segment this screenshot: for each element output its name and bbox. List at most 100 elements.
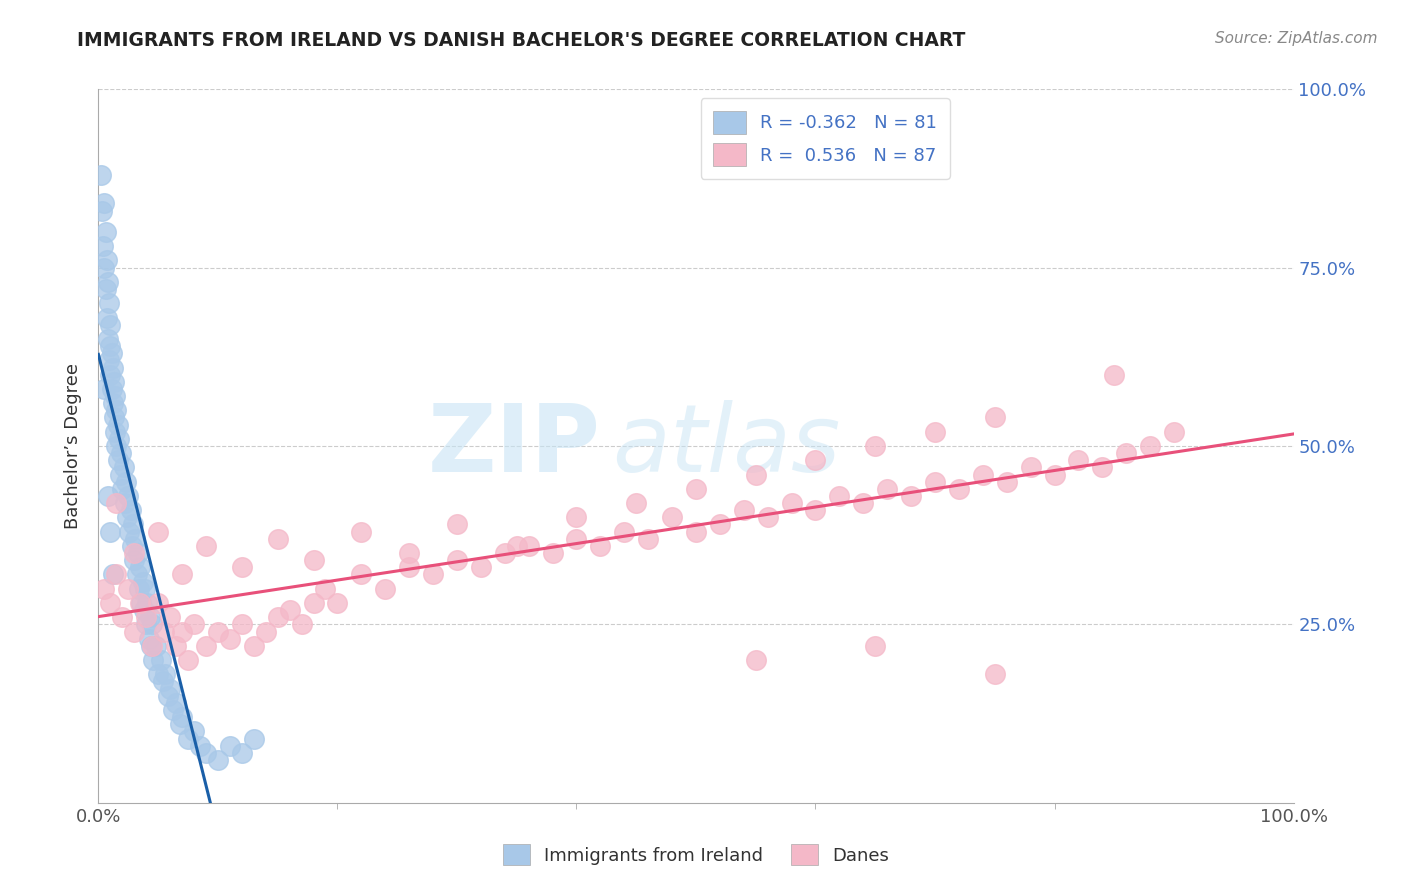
Point	[852, 496, 875, 510]
Point	[195, 746, 218, 760]
Point	[207, 753, 229, 767]
Point	[177, 653, 200, 667]
Point	[90, 168, 112, 182]
Point	[104, 389, 127, 403]
Point	[350, 567, 373, 582]
Point	[900, 489, 922, 503]
Point	[124, 624, 146, 639]
Point	[219, 739, 242, 753]
Point	[165, 696, 187, 710]
Point	[96, 310, 118, 325]
Point	[315, 582, 337, 596]
Point	[105, 439, 128, 453]
Point	[1139, 439, 1161, 453]
Point	[148, 596, 170, 610]
Point	[972, 467, 994, 482]
Point	[494, 546, 516, 560]
Point	[1091, 460, 1114, 475]
Point	[267, 610, 290, 624]
Point	[91, 239, 114, 253]
Point	[104, 425, 127, 439]
Point	[141, 617, 163, 632]
Point	[446, 553, 468, 567]
Point	[165, 639, 187, 653]
Point	[115, 510, 138, 524]
Point	[162, 703, 184, 717]
Point	[105, 496, 128, 510]
Point	[105, 403, 128, 417]
Point	[97, 275, 120, 289]
Point	[745, 653, 768, 667]
Point	[1043, 467, 1066, 482]
Point	[422, 567, 444, 582]
Point	[139, 610, 162, 624]
Point	[231, 746, 253, 760]
Point	[685, 482, 707, 496]
Point	[254, 624, 277, 639]
Point	[924, 425, 946, 439]
Point	[107, 453, 129, 467]
Point	[97, 489, 120, 503]
Point	[97, 332, 120, 346]
Point	[733, 503, 755, 517]
Point	[159, 681, 181, 696]
Text: atlas: atlas	[613, 401, 841, 491]
Point	[112, 460, 135, 475]
Point	[828, 489, 851, 503]
Point	[152, 674, 174, 689]
Point	[780, 496, 803, 510]
Point	[865, 639, 887, 653]
Point	[685, 524, 707, 539]
Point	[98, 339, 122, 353]
Point	[446, 517, 468, 532]
Point	[804, 453, 827, 467]
Point	[243, 639, 266, 653]
Point	[1019, 460, 1042, 475]
Point	[374, 582, 396, 596]
Point	[122, 517, 145, 532]
Point	[470, 560, 492, 574]
Point	[108, 467, 131, 482]
Point	[141, 639, 163, 653]
Point	[93, 196, 115, 211]
Point	[107, 417, 129, 432]
Point	[155, 667, 177, 681]
Point	[148, 667, 170, 681]
Point	[1163, 425, 1185, 439]
Point	[125, 567, 148, 582]
Point	[278, 603, 301, 617]
Point	[302, 596, 325, 610]
Point	[101, 360, 124, 375]
Point	[865, 439, 887, 453]
Point	[984, 410, 1007, 425]
Point	[96, 253, 118, 268]
Point	[626, 496, 648, 510]
Point	[326, 596, 349, 610]
Point	[243, 731, 266, 746]
Point	[105, 567, 128, 582]
Point	[129, 560, 152, 574]
Point	[100, 346, 122, 360]
Point	[131, 596, 153, 610]
Point	[207, 624, 229, 639]
Point	[98, 524, 122, 539]
Point	[93, 582, 115, 596]
Point	[111, 610, 134, 624]
Point	[124, 532, 146, 546]
Point	[148, 524, 170, 539]
Point	[121, 539, 143, 553]
Point	[114, 496, 136, 510]
Point	[135, 610, 157, 624]
Point	[117, 582, 139, 596]
Point	[110, 446, 132, 460]
Point	[156, 689, 179, 703]
Point	[506, 539, 529, 553]
Point	[924, 475, 946, 489]
Point	[948, 482, 970, 496]
Point	[709, 517, 731, 532]
Point	[136, 596, 159, 610]
Point	[219, 632, 242, 646]
Point	[138, 632, 160, 646]
Point	[350, 524, 373, 539]
Point	[98, 296, 121, 310]
